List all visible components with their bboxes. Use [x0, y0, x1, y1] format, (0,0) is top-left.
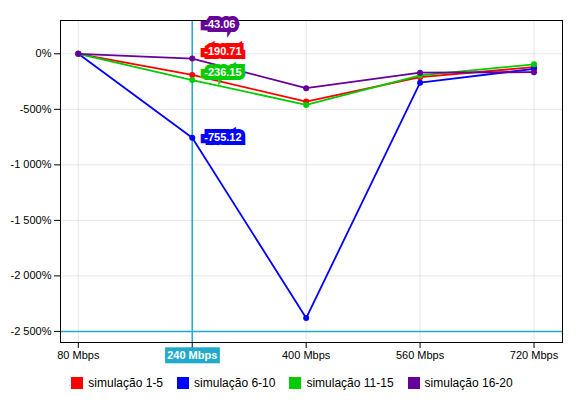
- html-text:simulação 16-20: simulação 16-20: [424, 376, 513, 390]
- svg-text:240 Mbps: 240 Mbps: [167, 349, 217, 361]
- svg-text:80 Mbps: 80 Mbps: [57, 349, 100, 361]
- html-text:simulação 11-15: simulação 11-15: [306, 376, 394, 390]
- svg-text:560 Mbps: 560 Mbps: [396, 349, 445, 361]
- svg-text:0%: 0%: [36, 47, 52, 59]
- svg-text:-500%: -500%: [20, 103, 52, 115]
- svg-text:720 Mbps: 720 Mbps: [510, 349, 559, 361]
- svg-text:-43.06: -43.06: [204, 18, 235, 30]
- svg-text:-2 000%: -2 000%: [11, 269, 52, 281]
- html-text:simulação 1-5: simulação 1-5: [88, 376, 163, 390]
- svg-text:-2 500%: -2 500%: [11, 325, 52, 337]
- svg-text:-190.71: -190.71: [204, 45, 241, 57]
- svg-text:-755.12: -755.12: [204, 131, 241, 143]
- svg-text:-1 500%: -1 500%: [11, 214, 52, 226]
- html-text:simulação 6-10: simulação 6-10: [194, 376, 276, 390]
- svg-text:-236.15: -236.15: [204, 66, 241, 78]
- svg-text:400 Mbps: 400 Mbps: [282, 349, 331, 361]
- svg-text:-1 000%: -1 000%: [11, 158, 52, 170]
